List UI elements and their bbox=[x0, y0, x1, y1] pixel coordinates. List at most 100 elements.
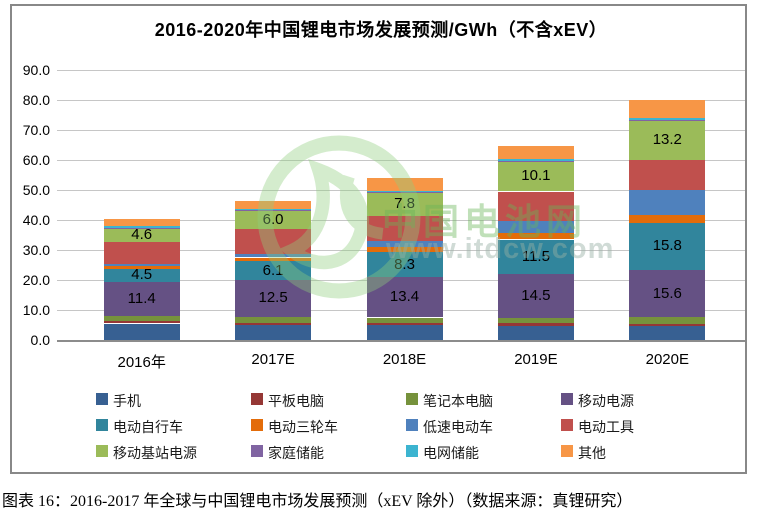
bar-segment-电动工具 bbox=[497, 191, 574, 221]
legend-item-笔记本电脑: 笔记本电脑 bbox=[406, 391, 556, 409]
legend-label: 移动基站电源 bbox=[113, 445, 197, 461]
bar-segment-平板电脑 bbox=[497, 323, 574, 326]
bar-segment-电网储能 bbox=[629, 118, 706, 121]
gridline bbox=[57, 70, 745, 71]
bar-data-label: 11.4 bbox=[127, 290, 156, 308]
chart-title: 2016-2020年中国锂电市场发展预测/GWh（不含xEV） bbox=[154, 20, 608, 40]
bar-segment-电网储能 bbox=[497, 159, 574, 161]
bar-segment-移动基站电源 bbox=[497, 161, 574, 192]
y-axis-tick-label: 70.0 bbox=[22, 122, 50, 138]
legend-label: 手机 bbox=[113, 393, 141, 409]
bar-data-label: 4.6 bbox=[131, 226, 153, 243]
x-axis-category-label: 2020E bbox=[645, 351, 689, 368]
bar-segment-电动三轮车 bbox=[366, 246, 443, 253]
y-axis-tick-label: 80.0 bbox=[22, 92, 50, 108]
bar-segment-电动自行车 bbox=[366, 252, 443, 278]
bar-data-label: 11.5 bbox=[521, 247, 550, 265]
legend-item-其他: 其他 bbox=[561, 443, 711, 461]
legend-swatch-icon bbox=[96, 393, 108, 405]
bar-segment-电动自行车 bbox=[235, 261, 312, 280]
bar-segment-低速电动车 bbox=[497, 220, 574, 234]
y-axis-tick-label: 0.0 bbox=[30, 332, 50, 348]
bar-segment-手机 bbox=[235, 325, 312, 340]
bar-segment-其他 bbox=[366, 178, 443, 191]
legend-label: 电动工具 bbox=[578, 419, 634, 435]
bar-segment-笔记本电脑 bbox=[629, 316, 706, 324]
legend-label: 其他 bbox=[578, 445, 606, 461]
legend-swatch-icon bbox=[561, 393, 573, 405]
legend-label: 电网储能 bbox=[423, 445, 479, 461]
bar-segment-其他 bbox=[497, 145, 574, 160]
legend-swatch-icon bbox=[251, 419, 263, 431]
x-axis-category-label: 2018E bbox=[382, 351, 427, 368]
bar-segment-移动电源 bbox=[235, 279, 312, 318]
y-axis-tick-label: 30.0 bbox=[22, 242, 50, 258]
bar-segment-电动三轮车 bbox=[235, 257, 312, 262]
x-axis-category-label: 2017E bbox=[251, 351, 295, 368]
bar-data-label: 15.8 bbox=[652, 237, 682, 255]
y-axis-tick-label: 90.0 bbox=[22, 62, 50, 78]
bar-data-label: 4.5 bbox=[131, 266, 153, 284]
bar-segment-移动电源 bbox=[629, 270, 706, 317]
bar-segment-移动基站电源 bbox=[366, 192, 443, 217]
bar-segment-其他 bbox=[235, 200, 312, 209]
legend-item-手机: 手机 bbox=[96, 391, 246, 409]
bar-segment-低速电动车 bbox=[629, 189, 706, 215]
bar-segment-低速电动车 bbox=[366, 241, 443, 247]
legend-swatch-icon bbox=[251, 393, 263, 405]
bar-data-label: 10.1 bbox=[521, 167, 551, 185]
bar-segment-电动工具 bbox=[366, 216, 443, 241]
legend-item-移动电源: 移动电源 bbox=[561, 391, 711, 409]
bar-segment-电网储能 bbox=[103, 226, 180, 228]
gridline bbox=[57, 160, 745, 161]
bar-segment-移动基站电源 bbox=[103, 228, 180, 242]
bar-segment-电动三轮车 bbox=[103, 265, 180, 269]
legend-swatch-icon bbox=[251, 445, 263, 457]
bar-segment-电网储能 bbox=[235, 208, 312, 211]
bar-data-label: 6.0 bbox=[262, 210, 284, 228]
bar-segment-笔记本电脑 bbox=[235, 317, 312, 323]
legend-item-电动工具: 电动工具 bbox=[561, 417, 711, 435]
bar-data-label: 13.2 bbox=[652, 131, 682, 149]
bar-segment-手机 bbox=[629, 326, 706, 340]
bar-segment-平板电脑 bbox=[366, 322, 443, 326]
gridline bbox=[57, 130, 745, 131]
bar-segment-电网储能 bbox=[366, 190, 443, 193]
bar-segment-低速电动车 bbox=[103, 264, 180, 266]
legend-label: 家庭储能 bbox=[268, 445, 324, 461]
bar-segment-平板电脑 bbox=[629, 323, 706, 327]
legend-swatch-icon bbox=[561, 419, 573, 431]
bar-segment-电动三轮车 bbox=[629, 214, 706, 223]
bar-segment-低速电动车 bbox=[235, 253, 312, 258]
bar-segment-手机 bbox=[366, 325, 443, 340]
legend-label: 电动自行车 bbox=[113, 419, 183, 435]
bar-data-label: 12.5 bbox=[258, 289, 288, 307]
legend-swatch-icon bbox=[406, 393, 418, 405]
bar-segment-平板电脑 bbox=[103, 321, 180, 324]
legend-label: 低速电动车 bbox=[423, 419, 493, 435]
bar-segment-电动三轮车 bbox=[497, 233, 574, 240]
bar-segment-移动基站电源 bbox=[629, 120, 706, 160]
bar-data-label: 6.1 bbox=[262, 261, 284, 279]
bar-segment-电动工具 bbox=[629, 160, 706, 190]
y-axis-tick-label: 20.0 bbox=[22, 272, 50, 288]
x-axis-category-label: 2016年 bbox=[117, 354, 166, 371]
bar-segment-其他 bbox=[103, 219, 180, 226]
y-axis-tick-label: 50.0 bbox=[22, 182, 50, 198]
bar-data-label: 13.4 bbox=[389, 288, 420, 306]
y-axis-tick-label: 60.0 bbox=[22, 152, 50, 168]
figure-caption: 图表 16：2016-2017 年全球与中国锂电市场发展预测（xEV 除外）（数… bbox=[2, 493, 633, 510]
legend-swatch-icon bbox=[406, 445, 418, 457]
y-axis-tick-label: 10.0 bbox=[22, 302, 50, 318]
legend-label: 移动电源 bbox=[578, 393, 634, 409]
legend-item-家庭储能: 家庭储能 bbox=[251, 443, 401, 461]
x-axis-category-label: 2019E bbox=[514, 351, 558, 368]
legend-swatch-icon bbox=[96, 419, 108, 431]
bar-segment-移动基站电源 bbox=[235, 210, 312, 229]
legend-item-平板电脑: 平板电脑 bbox=[251, 391, 401, 409]
legend-item-电网储能: 电网储能 bbox=[406, 443, 556, 461]
bar-segment-手机 bbox=[103, 323, 180, 340]
bar-segment-电动工具 bbox=[103, 241, 180, 265]
bar-segment-笔记本电脑 bbox=[103, 316, 180, 322]
